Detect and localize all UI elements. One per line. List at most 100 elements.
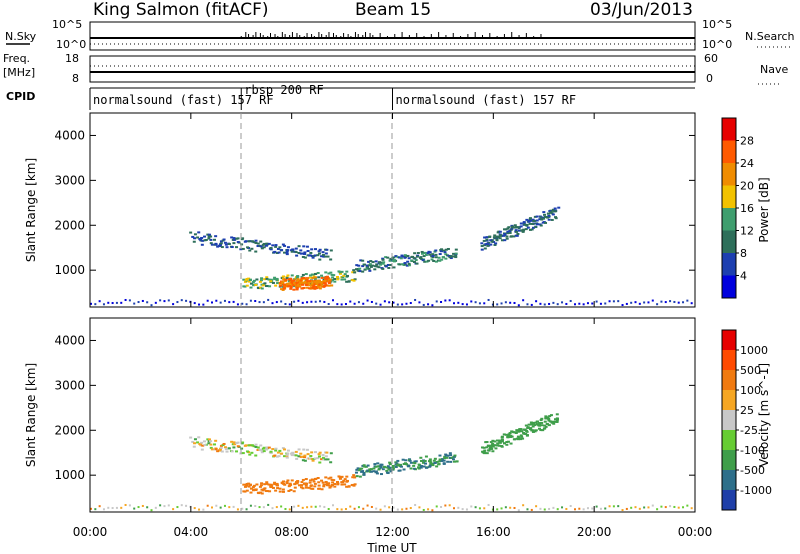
power-cell [489, 239, 493, 242]
power-cell [324, 252, 328, 255]
velocity-cell [379, 466, 383, 469]
velocity-cell [297, 455, 301, 458]
power-y-tick-label: 3000 [54, 173, 85, 187]
power-cell [412, 257, 416, 260]
power-cell [410, 259, 414, 262]
power-cell [320, 274, 324, 277]
power-data [90, 206, 693, 307]
power-cell [384, 256, 388, 259]
power-cell [367, 260, 371, 263]
power-cell [271, 302, 274, 305]
power-cell [107, 301, 110, 304]
power-cell [313, 287, 317, 290]
velocity-cell [340, 483, 344, 486]
freq-panel: Freq. [MHz] 18 8 60 0 Nave [3, 52, 788, 85]
power-cell [299, 279, 303, 282]
velocity-cell [369, 470, 373, 473]
velocity-cell [306, 506, 309, 509]
velocity-cell [278, 449, 282, 452]
power-cell [506, 232, 510, 235]
power-cell [542, 211, 546, 214]
velocity-cell [275, 506, 278, 509]
velocity-cell [431, 462, 435, 465]
power-cell [440, 258, 444, 261]
velocity-cell [545, 422, 549, 425]
velocity-cell [569, 504, 572, 507]
power-cell [359, 259, 363, 262]
power-cell [394, 255, 398, 258]
power-cell [281, 282, 285, 285]
power-cell [493, 243, 497, 246]
power-cell [295, 281, 299, 284]
power-cell [361, 259, 365, 262]
velocity-cell [448, 456, 452, 459]
velocity-cell [491, 442, 495, 445]
velocity-cell [329, 452, 333, 455]
velocity-cell [353, 483, 357, 486]
power-cell [419, 256, 423, 259]
velocity-cell [521, 437, 525, 440]
velocity-cell [351, 476, 355, 479]
velocity-cell [528, 428, 532, 431]
power-cell [232, 237, 236, 240]
velocity-cell [285, 453, 289, 456]
power-cell [274, 284, 278, 287]
power-cell [328, 279, 332, 282]
power-cell [233, 238, 237, 241]
velocity-cell [281, 447, 285, 450]
power-cell [505, 235, 509, 238]
velocity-cell [428, 464, 432, 467]
power-colorbar-tick-label: 4 [740, 270, 747, 283]
power-cell [492, 240, 496, 243]
power-cell [353, 302, 356, 305]
velocity-cell [297, 504, 300, 507]
velocity-cell [414, 503, 417, 506]
power-cell [406, 254, 410, 257]
velocity-cell [375, 507, 378, 510]
power-cell [259, 245, 263, 248]
velocity-cell [281, 488, 285, 491]
velocity-cell [419, 466, 423, 469]
velocity-cell [433, 457, 437, 460]
power-cell [227, 242, 231, 245]
velocity-cell [517, 430, 521, 433]
velocity-cell [252, 484, 256, 487]
power-cell [389, 263, 393, 266]
power-cell [327, 272, 331, 275]
power-cell [630, 301, 633, 304]
power-cell [508, 229, 512, 232]
velocity-cell [435, 505, 438, 508]
velocity-cell [278, 487, 282, 490]
power-cell [293, 282, 297, 285]
power-cell [285, 251, 289, 254]
power-cell [550, 218, 554, 221]
velocity-cell [402, 462, 406, 465]
power-cell [210, 243, 214, 246]
power-cell [305, 278, 309, 281]
velocity-cell [249, 504, 252, 507]
power-cell [595, 300, 598, 303]
power-cell [486, 244, 490, 247]
velocity-cell [256, 446, 260, 449]
velocity-cell [523, 428, 527, 431]
velocity-cell [322, 485, 326, 488]
power-cell [94, 303, 97, 306]
power-cell [361, 265, 365, 268]
velocity-cell [405, 507, 408, 510]
velocity-cell [285, 482, 289, 485]
velocity-cell [249, 487, 253, 490]
power-cell [509, 228, 513, 231]
velocity-cell [254, 505, 257, 508]
power-cell [398, 256, 402, 259]
velocity-cell [274, 447, 278, 450]
velocity-cell [673, 505, 676, 508]
power-cell [358, 270, 362, 273]
velocity-cell [312, 480, 316, 483]
power-cell [362, 302, 365, 305]
velocity-cell [385, 466, 389, 469]
velocity-cell [273, 483, 277, 486]
power-cell [282, 278, 286, 281]
power-cell [281, 281, 285, 284]
power-cell [224, 243, 228, 246]
velocity-cell [391, 467, 395, 470]
